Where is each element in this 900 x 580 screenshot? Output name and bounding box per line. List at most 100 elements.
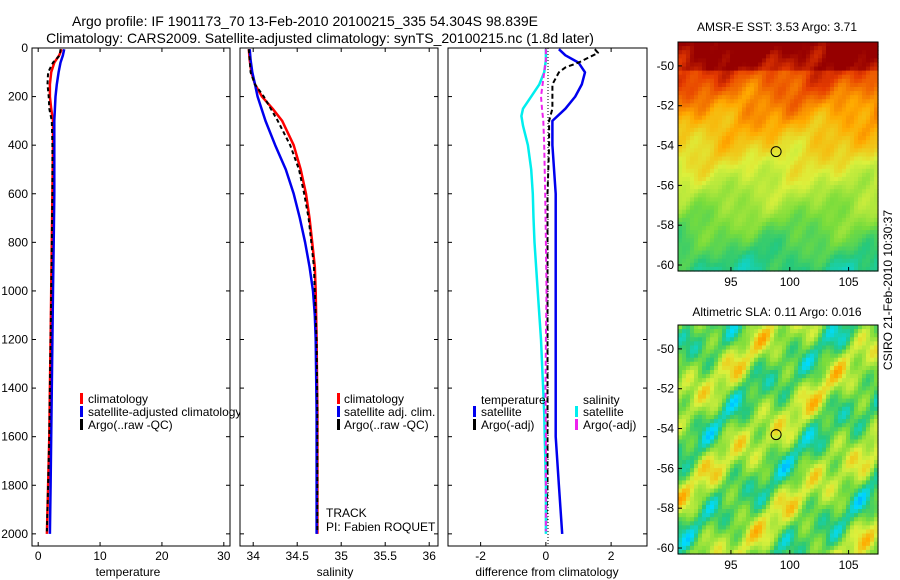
- map-cell: [710, 209, 715, 215]
- map-cell: [846, 337, 851, 342]
- map-cell: [766, 193, 771, 198]
- map-cell: [678, 168, 683, 174]
- map-cell: [694, 230, 699, 235]
- map-cell: [850, 242, 855, 248]
- map-cell: [786, 164, 791, 170]
- map-cell: [802, 443, 807, 449]
- map-cell: [750, 250, 755, 256]
- map-cell: [802, 439, 807, 445]
- map-cell: [750, 205, 755, 211]
- map-cell: [706, 431, 711, 437]
- map-cell: [858, 181, 863, 186]
- map-cell: [726, 82, 731, 88]
- map-cell: [766, 156, 771, 162]
- map-cell: [802, 164, 807, 170]
- map-cell: [770, 262, 775, 268]
- map-cell: [782, 197, 787, 203]
- map-cell: [682, 193, 687, 198]
- map-cell: [678, 42, 683, 47]
- map-cell: [850, 160, 855, 166]
- map-cell: [846, 70, 851, 76]
- map-cell: [754, 333, 759, 338]
- map-cell: [842, 414, 847, 420]
- map-cell: [714, 107, 719, 113]
- map-cell: [690, 54, 695, 59]
- map-cell: [846, 185, 851, 190]
- map-cell: [854, 242, 859, 248]
- map-cell: [834, 451, 839, 457]
- map-cell: [750, 152, 755, 158]
- map-cell: [806, 78, 811, 84]
- map-cell: [718, 209, 723, 215]
- map-cell: [754, 197, 759, 203]
- map-cell: [686, 369, 691, 375]
- map-cell: [870, 325, 875, 330]
- map-cell: [742, 144, 747, 149]
- map-cell: [814, 176, 819, 182]
- map-cell: [698, 258, 703, 264]
- map-cell: [814, 82, 819, 88]
- map-cell: [686, 443, 691, 449]
- map-cell: [806, 148, 811, 154]
- map-cell: [762, 140, 767, 145]
- map-cell: [834, 58, 839, 64]
- map-cell: [830, 439, 835, 445]
- map-cell: [682, 382, 687, 387]
- map-cell: [686, 164, 691, 170]
- map-cell: [694, 394, 699, 400]
- map-cell: [818, 111, 823, 117]
- map-cell: [686, 254, 691, 260]
- map-cell: [814, 213, 819, 219]
- map-cell: [726, 435, 731, 441]
- map-cell: [810, 357, 815, 363]
- map-cell: [822, 435, 827, 441]
- map-cell: [710, 349, 715, 355]
- map-cell: [842, 431, 847, 437]
- map-cell: [806, 394, 811, 400]
- map-cell: [842, 406, 847, 412]
- map-cell: [862, 111, 867, 117]
- map-cell: [774, 459, 779, 465]
- map-cell: [762, 95, 767, 100]
- map-cell: [854, 42, 859, 47]
- map-cell: [678, 447, 683, 453]
- map-cell: [806, 168, 811, 174]
- map-cell: [694, 58, 699, 64]
- map-cell: [798, 58, 803, 64]
- map-cell: [762, 435, 767, 441]
- map-cell: [738, 217, 743, 223]
- map-cell: [690, 156, 695, 162]
- map-cell: [834, 209, 839, 215]
- map-cell: [786, 353, 791, 359]
- map-cell: [686, 82, 691, 88]
- map-cell: [750, 185, 755, 190]
- map-cell: [850, 476, 855, 481]
- map-cell: [754, 419, 759, 424]
- map-cell: [794, 103, 799, 109]
- map-cell: [826, 226, 831, 231]
- map-cell: [678, 476, 683, 481]
- map-cell: [770, 197, 775, 203]
- map-cell: [774, 58, 779, 64]
- map-cell: [798, 221, 803, 227]
- map-cell: [774, 325, 779, 330]
- map-cell: [702, 189, 707, 194]
- map-cell: [838, 201, 843, 207]
- map-cell: [738, 325, 743, 330]
- map-cell: [754, 234, 759, 239]
- map-cell: [698, 58, 703, 64]
- map-cell: [678, 242, 683, 248]
- map-cell: [726, 111, 731, 117]
- map-cell: [822, 455, 827, 461]
- map-cell: [726, 242, 731, 248]
- map-cell: [850, 262, 855, 268]
- map-cell: [826, 209, 831, 215]
- map-cell: [842, 238, 847, 243]
- map-cell: [694, 357, 699, 363]
- map-cell: [830, 386, 835, 392]
- map-cell: [782, 185, 787, 190]
- map-cell: [806, 447, 811, 453]
- map-cell: [750, 201, 755, 207]
- map-cell: [810, 329, 815, 334]
- map-cell: [814, 185, 819, 190]
